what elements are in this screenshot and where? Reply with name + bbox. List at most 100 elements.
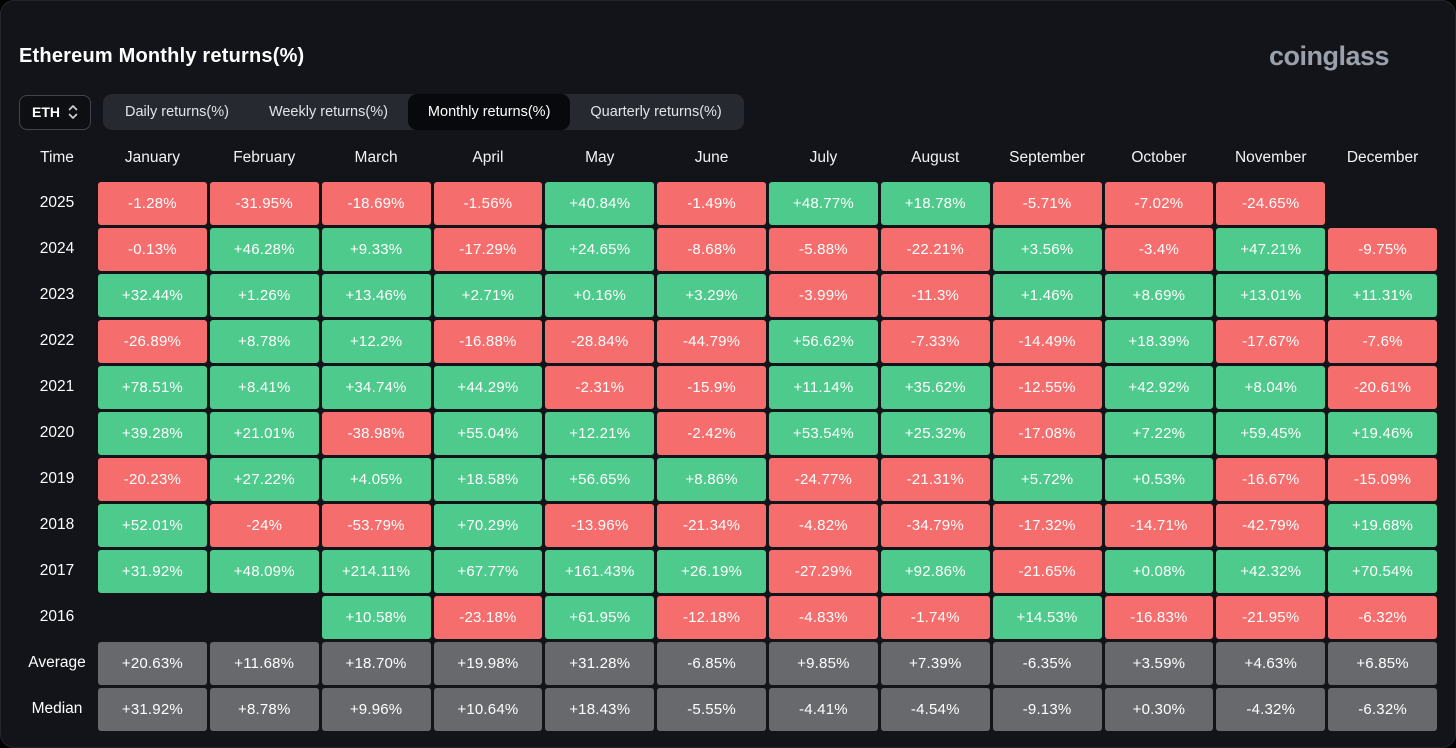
symbol-select-value: ETH (32, 104, 60, 120)
month-column-header: September (1009, 149, 1085, 166)
row-label: Median (31, 700, 83, 717)
return-cell: -31.95% (209, 181, 319, 225)
return-cell: +1.46% (992, 273, 1102, 317)
return-cell: -44.79% (657, 319, 766, 363)
return-cell: -3.99% (769, 273, 878, 317)
return-cell: -2.31% (545, 365, 655, 409)
return-cell: +3.56% (992, 227, 1102, 271)
table-header-row: Time January February March April May June Jul… (19, 138, 1437, 178)
return-cell: +11.68% (209, 641, 319, 685)
month-column-header: December (1346, 149, 1419, 166)
return-cell: +14.53% (992, 595, 1102, 639)
return-cell: -14.71% (1104, 503, 1214, 547)
return-cell: +0.16% (545, 273, 655, 317)
return-cell: -24% (209, 503, 319, 547)
return-cell: +47.21% (1216, 227, 1326, 271)
return-cell: -9.75% (1328, 227, 1437, 271)
tab-quarterly-returns[interactable]: Quarterly returns(%) (570, 94, 741, 130)
return-cell: -21.31% (880, 457, 990, 501)
return-cell: +44.29% (433, 365, 543, 409)
tab-monthly-returns[interactable]: Monthly returns(%) (407, 94, 571, 130)
return-cell: -5.71% (992, 181, 1102, 225)
tab-daily-returns[interactable]: Daily returns(%) (105, 94, 249, 130)
return-cell: -34.79% (880, 503, 990, 547)
month-column-header: June (694, 149, 729, 166)
table-row: 2024 -0.13% +46.28% +9.33% -17.29% +24.65% -8.… (19, 226, 1437, 272)
month-column-header: February (233, 149, 296, 166)
return-cell: +42.92% (1104, 365, 1214, 409)
return-cell: +39.28% (98, 411, 207, 455)
monthly-returns-table: Time January February March April May June Jul… (19, 138, 1437, 732)
row-label: 2020 (39, 424, 75, 441)
controls-row: ETH Daily returns(%) Weekly returns(%) M… (19, 94, 1437, 130)
return-cell: +11.14% (769, 365, 878, 409)
return-cell: -17.08% (992, 411, 1102, 455)
return-cell: +7.39% (880, 641, 990, 685)
return-cell: -4.82% (769, 503, 878, 547)
return-cell: +8.41% (209, 365, 319, 409)
month-column-header: January (124, 149, 180, 166)
row-label: 2021 (39, 378, 75, 395)
month-column-header: March (354, 149, 398, 166)
row-label: 2019 (39, 470, 75, 487)
return-cell: -18.69% (321, 181, 431, 225)
return-cell: +5.72% (992, 457, 1102, 501)
return-cell: -8.68% (657, 227, 766, 271)
month-column-header: August (911, 149, 960, 166)
return-cell: -14.49% (992, 319, 1102, 363)
return-cell (98, 596, 207, 639)
return-cell: -1.28% (98, 181, 207, 225)
row-label: 2023 (39, 286, 75, 303)
table-row: 2022 -26.89% +8.78% +12.2% -16.88% -28.84% -44… (19, 318, 1437, 364)
return-cell: +214.11% (321, 549, 431, 593)
return-cell: +8.04% (1216, 365, 1326, 409)
return-cell: +53.54% (769, 411, 878, 455)
row-label: 2022 (39, 332, 75, 349)
return-cell: -38.98% (321, 411, 431, 455)
return-cell: -12.18% (657, 595, 766, 639)
return-cell: -13.96% (545, 503, 655, 547)
return-cell: +0.53% (1104, 457, 1214, 501)
return-cell: +24.65% (545, 227, 655, 271)
month-column-header: July (809, 149, 838, 166)
return-cell: -9.13% (992, 687, 1102, 731)
return-cell: -4.41% (769, 687, 878, 731)
month-column-header: October (1131, 149, 1187, 166)
return-cell: +10.64% (433, 687, 543, 731)
table-row: 2016 +10.58% -23.18% +61.95% -12.18% -4.83% -1… (19, 594, 1437, 640)
tab-weekly-returns[interactable]: Weekly returns(%) (249, 94, 408, 130)
return-cell: +27.22% (209, 457, 319, 501)
time-column-header: Time (40, 149, 74, 166)
return-cell: +32.44% (98, 273, 207, 317)
return-cell: -23.18% (433, 595, 543, 639)
return-cell: +0.30% (1104, 687, 1214, 731)
return-cell: +1.26% (209, 273, 319, 317)
return-cell: +70.29% (433, 503, 543, 547)
month-column-header: November (1234, 149, 1307, 166)
symbol-select[interactable]: ETH (19, 94, 91, 130)
return-cell: +48.77% (769, 181, 878, 225)
return-cell: -16.67% (1216, 457, 1326, 501)
return-cell: -15.9% (657, 365, 766, 409)
table-row: 2025 -1.28% -31.95% -18.69% -1.56% +40.84% -1.… (19, 180, 1437, 226)
return-cell: +8.69% (1104, 273, 1214, 317)
month-column-header: April (472, 149, 504, 166)
return-cell: -24.65% (1216, 181, 1326, 225)
return-cell: -4.83% (769, 595, 878, 639)
return-cell: -27.29% (769, 549, 878, 593)
return-cell: -1.56% (433, 181, 543, 225)
return-cell: +3.29% (657, 273, 766, 317)
table-row: 2020 +39.28% +21.01% -38.98% +55.04% +12.21% -… (19, 410, 1437, 456)
return-cell: -7.6% (1328, 319, 1437, 363)
return-cell: +78.51% (98, 365, 207, 409)
return-cell: +18.39% (1104, 319, 1214, 363)
return-cell: -11.3% (880, 273, 990, 317)
returns-period-tabs: Daily returns(%) Weekly returns(%) Month… (103, 94, 744, 130)
return-cell: -3.4% (1104, 227, 1214, 271)
return-cell: +46.28% (209, 227, 319, 271)
return-cell: -20.61% (1328, 365, 1437, 409)
return-cell: +18.58% (433, 457, 543, 501)
table-row: Median +31.92% +8.78% +9.96% +10.64% +18.43% -… (19, 686, 1437, 732)
return-cell (210, 596, 319, 639)
return-cell: -2.42% (657, 411, 766, 455)
